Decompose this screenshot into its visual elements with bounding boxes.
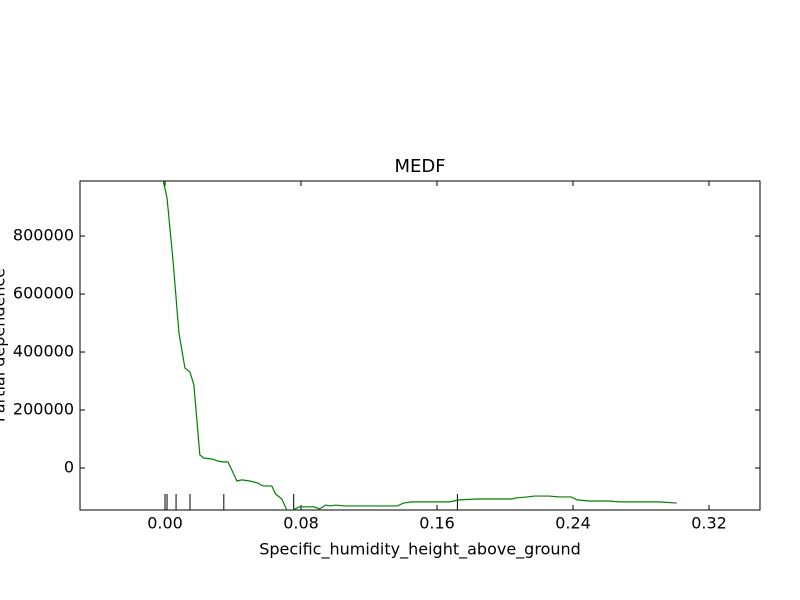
x-tick-label: 0.16 — [419, 514, 455, 533]
y-tick-label: 200000 — [13, 399, 74, 418]
y-tick-label: 600000 — [13, 284, 74, 303]
y-tick-label: 400000 — [13, 342, 74, 361]
x-tick-label: 0.32 — [691, 514, 727, 533]
y-tick-label: 800000 — [13, 226, 74, 245]
plot-frame — [79, 180, 761, 511]
y-tick-label: 0 — [64, 457, 74, 476]
line-series — [162, 181, 677, 510]
y-axis-label: Partial dependence — [0, 268, 9, 422]
x-tick-label: 0.00 — [147, 514, 183, 533]
x-tick-label: 0.08 — [283, 514, 319, 533]
chart-title: MEDF — [394, 156, 445, 177]
x-tick-label: 0.24 — [555, 514, 591, 533]
x-axis-label: Specific_humidity_height_above_ground — [259, 540, 581, 560]
